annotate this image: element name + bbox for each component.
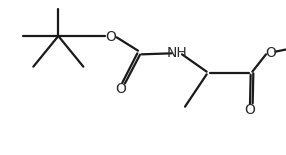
Text: NH: NH: [166, 46, 187, 60]
Text: O: O: [115, 82, 126, 96]
Text: O: O: [106, 30, 116, 44]
Text: O: O: [265, 46, 276, 60]
Text: O: O: [245, 103, 255, 117]
